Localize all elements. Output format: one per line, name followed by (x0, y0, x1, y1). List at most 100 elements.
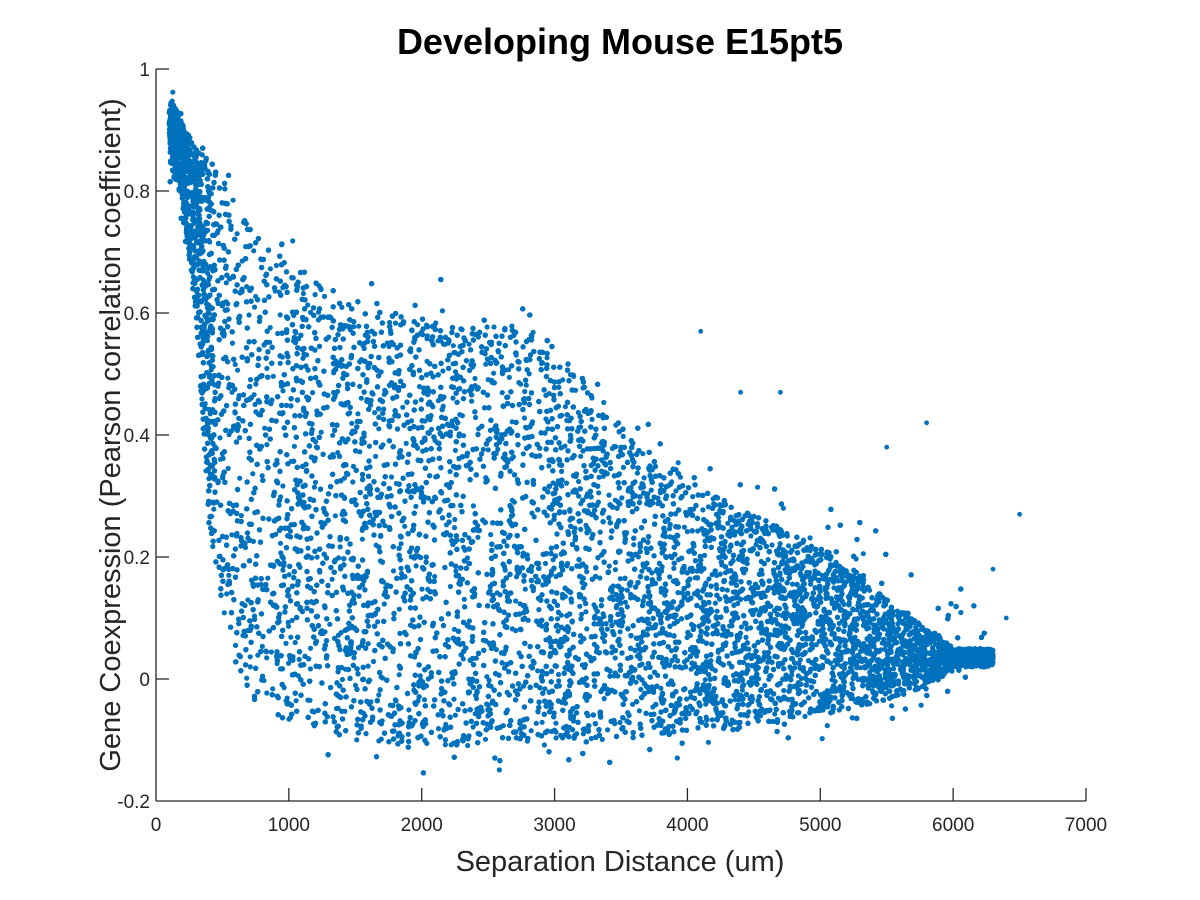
scatter-point (639, 661, 645, 667)
scatter-point (619, 495, 625, 501)
scatter-point (273, 262, 279, 269)
scatter-point (640, 451, 646, 457)
scatter-point (475, 534, 481, 540)
chart-title: Developing Mouse E15pt5 (397, 21, 843, 62)
scatter-point (264, 442, 270, 448)
scatter-point (262, 425, 268, 431)
scatter-point (601, 696, 607, 702)
scatter-point (337, 544, 343, 550)
scatter-point (622, 599, 629, 605)
scatter-point (267, 266, 273, 272)
scatter-point (738, 624, 745, 630)
scatter-point (376, 426, 382, 432)
scatter-point (277, 360, 283, 366)
scatter-point (232, 361, 238, 367)
scatter-point (251, 248, 257, 254)
scatter-point (597, 529, 603, 535)
scatter-point (327, 621, 333, 627)
scatter-point (596, 490, 602, 496)
scatter-point (283, 402, 290, 408)
scatter-point (624, 604, 630, 610)
scatter-point (442, 742, 448, 748)
scatter-point (235, 367, 241, 373)
scatter-point (199, 396, 205, 402)
scatter-point (617, 719, 623, 726)
scatter-point (466, 341, 472, 347)
scatter-point (487, 427, 493, 433)
scatter-point (470, 503, 476, 509)
scatter-point (398, 565, 404, 572)
scatter-point (600, 611, 606, 617)
scatter-point (238, 513, 244, 519)
scatter-point (701, 552, 708, 559)
scatter-point (612, 559, 619, 566)
scatter-point (684, 529, 691, 535)
scatter-point (318, 429, 324, 435)
scatter-point (447, 468, 453, 475)
scatter-point (275, 330, 281, 337)
scatter-point (450, 395, 456, 401)
scatter-point (286, 716, 292, 722)
scatter-point (543, 637, 549, 643)
scatter-point (357, 383, 363, 389)
scatter-point (310, 390, 316, 396)
scatter-point (432, 573, 438, 580)
scatter-point (491, 324, 497, 330)
scatter-point (418, 397, 424, 403)
scatter-point (958, 609, 964, 616)
scatter-point (491, 370, 497, 376)
scatter-point (285, 587, 291, 593)
scatter-point (286, 623, 292, 629)
scatter-point (329, 576, 335, 582)
scatter-point (754, 521, 761, 527)
scatter-point (617, 576, 623, 582)
scatter-point (351, 655, 357, 661)
scatter-point (584, 626, 590, 632)
scatter-point (819, 736, 825, 742)
scatter-point (556, 678, 562, 684)
scatter-point (312, 479, 319, 485)
scatter-point (520, 451, 526, 457)
scatter-point (781, 687, 787, 694)
scatter-point (511, 499, 517, 505)
scatter-point (397, 630, 403, 637)
scatter-point (398, 541, 404, 547)
scatter-point (270, 686, 276, 692)
scatter-point (283, 640, 289, 647)
scatter-point (509, 626, 515, 632)
scatter-point (580, 731, 587, 737)
scatter-point (246, 312, 252, 318)
scatter-point (578, 526, 584, 533)
scatter-point (247, 664, 253, 670)
scatter-point (300, 290, 306, 297)
scatter-point (617, 629, 623, 635)
scatter-point (296, 656, 302, 663)
scatter-point (268, 649, 274, 655)
scatter-point (311, 484, 317, 490)
scatter-point (378, 369, 384, 375)
scatter-point (824, 723, 830, 729)
scatter-point (860, 551, 866, 557)
scatter-point (553, 735, 559, 741)
scatter-point (451, 696, 457, 702)
scatter-point (452, 516, 458, 523)
scatter-point (483, 361, 489, 367)
scatter-point (575, 409, 582, 416)
scatter-point (535, 668, 541, 674)
scatter-point (359, 536, 365, 542)
scatter-point (496, 767, 502, 773)
scatter-point (539, 719, 545, 725)
scatter-point (285, 619, 291, 626)
scatter-point (641, 475, 647, 481)
scatter-point (264, 365, 270, 371)
scatter-point (288, 634, 294, 640)
scatter-point (577, 603, 583, 609)
scatter-point (264, 690, 270, 696)
scatter-point (452, 712, 458, 718)
scatter-point (606, 492, 612, 498)
scatter-point (472, 375, 478, 382)
scatter-point (396, 672, 402, 678)
scatter-point (576, 478, 582, 485)
scatter-point (509, 456, 515, 462)
